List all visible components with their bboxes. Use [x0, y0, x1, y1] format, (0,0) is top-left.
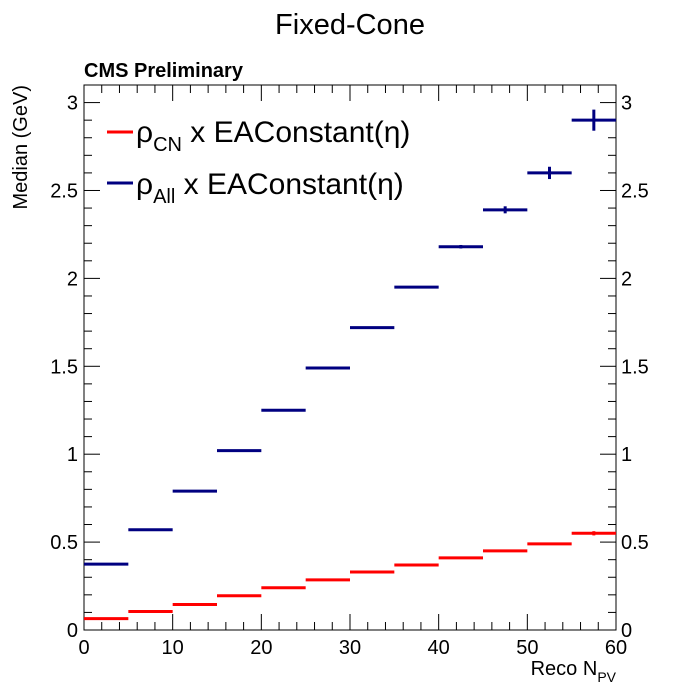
legend: ρCN x EAConstant(η) ρAll x EAConstant(η)	[107, 116, 410, 208]
x-tick-label: 40	[428, 637, 450, 659]
plot-frame	[83, 84, 617, 631]
x-tick-label: 50	[516, 637, 538, 659]
axis-ticks	[83, 84, 617, 631]
y-tick-label-right: 0.5	[621, 532, 649, 554]
y-tick-labels-left: 0 0.5 1 1.5 2 2.5 3	[50, 93, 78, 642]
legend-entry-cn-sub: CN	[153, 134, 182, 156]
y-tick-label-left: 1	[67, 444, 78, 466]
chart-title: Fixed-Cone	[275, 9, 425, 41]
x-axis-label-sub: PV	[597, 669, 616, 685]
legend-entry-cn-rest: x EAConstant(η)	[182, 116, 410, 149]
y-tick-label-right: 2.5	[621, 180, 649, 202]
x-tick-label: 10	[162, 637, 184, 659]
x-tick-label: 60	[605, 637, 627, 659]
legend-entry-cn: ρCN x EAConstant(η)	[136, 116, 410, 156]
legend-entry-all-sub: All	[153, 186, 175, 208]
y-tick-label-left: 0.5	[50, 532, 78, 554]
y-tick-label-left: 2.5	[50, 180, 78, 202]
series-layer	[84, 109, 616, 621]
legend-entry-all-rho: ρ	[136, 168, 153, 201]
y-tick-labels-right: 0 0.5 1 1.5 2 2.5 3	[621, 93, 649, 642]
legend-entry-all-rest: x EAConstant(η)	[175, 168, 403, 201]
y-tick-label-left: 1.5	[50, 356, 78, 378]
y-tick-label-right: 0	[621, 620, 632, 642]
x-axis-label: Reco NPV	[531, 658, 617, 685]
y-tick-label-right: 1	[621, 444, 632, 466]
legend-entry-cn-rho: ρ	[136, 116, 153, 149]
y-tick-label-right: 1.5	[621, 356, 649, 378]
y-tick-label-right: 2	[621, 268, 632, 290]
series-1	[84, 109, 616, 566]
legend-entry-all: ρAll x EAConstant(η)	[136, 168, 404, 208]
y-tick-label-left: 2	[67, 268, 78, 290]
x-tick-label: 30	[339, 637, 361, 659]
x-tick-label: 0	[78, 637, 89, 659]
y-tick-label-right: 3	[621, 93, 632, 115]
x-axis-label-main: Reco N	[531, 658, 598, 680]
series-0	[84, 531, 616, 621]
y-tick-label-left: 0	[67, 620, 78, 642]
y-tick-label-left: 3	[67, 93, 78, 115]
x-tick-label: 20	[250, 637, 272, 659]
y-axis-label: Median (GeV)	[10, 85, 32, 210]
cms-preliminary-label: CMS Preliminary	[84, 60, 244, 82]
x-tick-labels: 0 10 20 30 40 50 60	[78, 637, 627, 659]
